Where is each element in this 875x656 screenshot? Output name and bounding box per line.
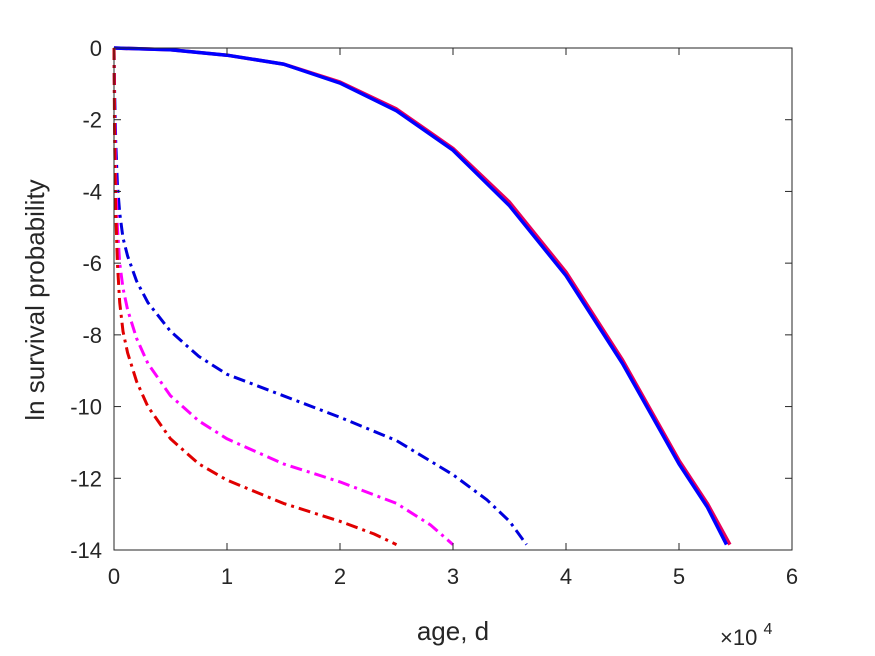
y-tick-label: 0 <box>90 36 102 61</box>
x-axis-ticks: 0 1 2 3 4 5 6 <box>108 48 798 589</box>
x-axis-exponent: ×10 4 <box>720 621 772 650</box>
y-tick-label: -4 <box>82 179 102 204</box>
x-tick-label: 0 <box>108 564 120 589</box>
y-tick-label: -10 <box>70 395 102 420</box>
y-axis-ticks: 0 -2 -4 -6 -8 -10 -12 -14 <box>70 36 792 563</box>
y-tick-label: -12 <box>70 466 102 491</box>
series-line-5 <box>112 47 398 546</box>
x-tick-label: 3 <box>447 564 459 589</box>
x-tick-label: 1 <box>221 564 233 589</box>
y-tick-label: -6 <box>82 251 102 276</box>
x-axis-exponent-power: 4 <box>763 621 772 638</box>
x-tick-label: 4 <box>560 564 572 589</box>
y-tick-label: -14 <box>70 538 102 563</box>
y-tick-label: -8 <box>82 323 102 348</box>
x-tick-label: 5 <box>673 564 685 589</box>
x-axis-label: age, d <box>417 616 489 646</box>
y-axis-label: ln survival probability <box>20 179 50 420</box>
y-tick-label: -2 <box>82 108 102 133</box>
x-tick-label: 2 <box>334 564 346 589</box>
x-tick-label: 6 <box>786 564 798 589</box>
series-line-1 <box>113 46 732 546</box>
series-line-2 <box>113 46 729 546</box>
series-line-4 <box>112 47 454 546</box>
x-axis-exponent-base: ×10 <box>720 625 757 650</box>
series-line-3 <box>112 47 528 546</box>
chart-series-group <box>112 46 732 546</box>
